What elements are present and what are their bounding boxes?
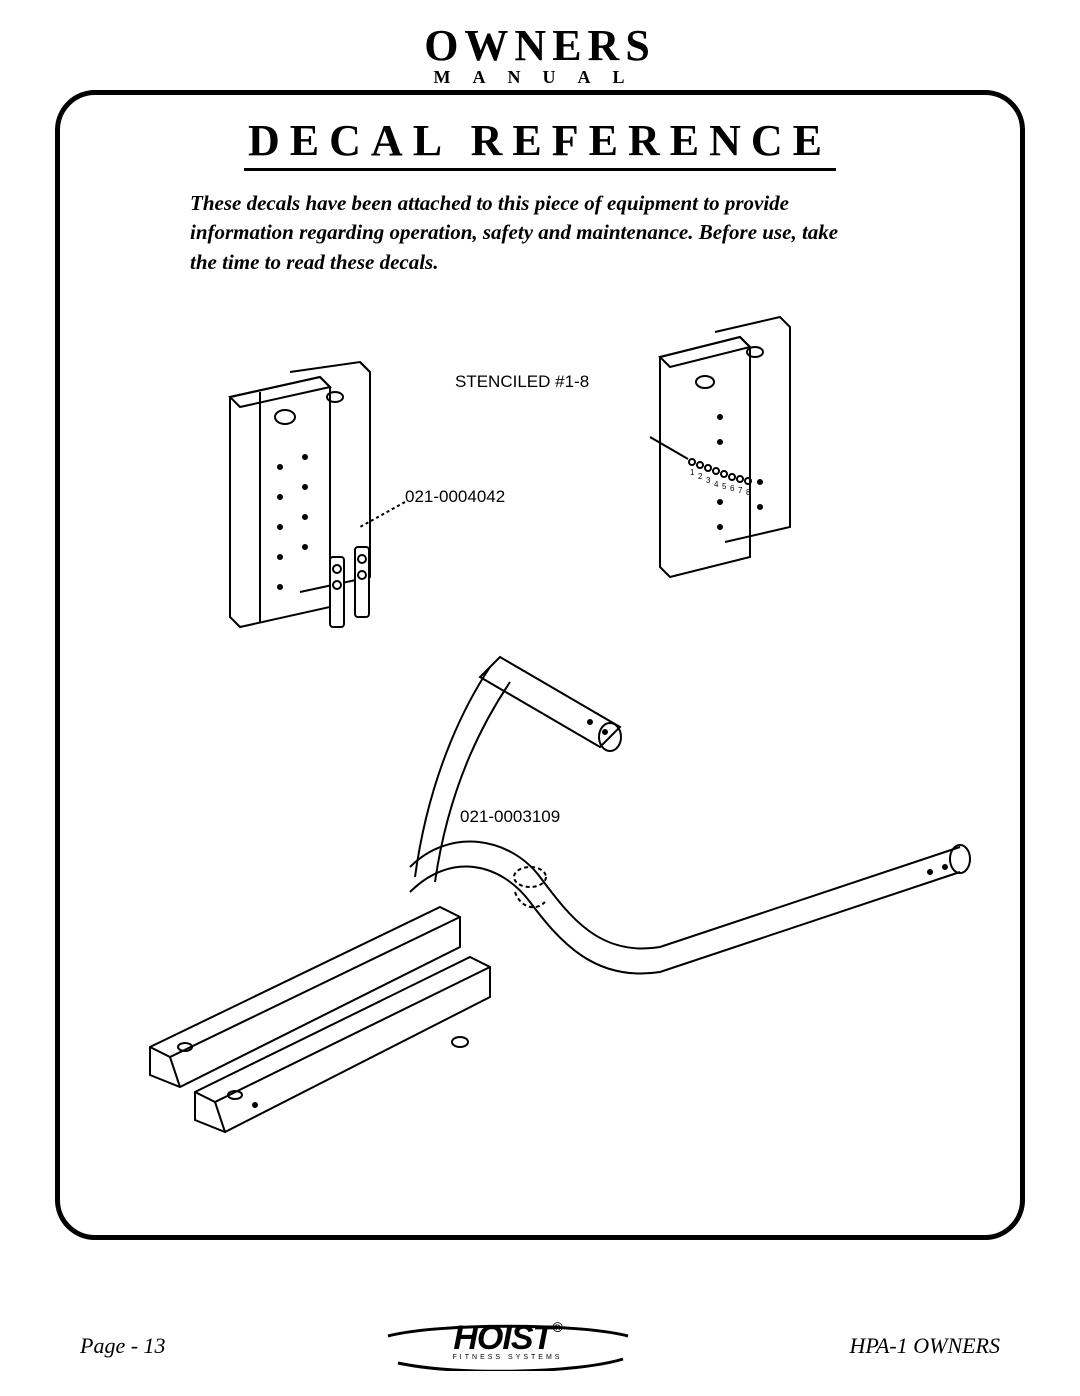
logo-text: HOIST® bbox=[378, 1319, 638, 1358]
intro-text: These decals have been attached to this … bbox=[190, 189, 870, 277]
diagram-area: STENCILED #1-8 021-0004042 021-0003109 bbox=[60, 277, 1020, 1177]
svg-text:2: 2 bbox=[698, 472, 703, 481]
svg-text:1: 1 bbox=[690, 468, 695, 477]
svg-text:3: 3 bbox=[706, 476, 711, 485]
frame-tube-icon bbox=[130, 647, 980, 1147]
label-stenciled: STENCILED #1-8 bbox=[455, 372, 589, 392]
page-number: Page - 13 bbox=[80, 1333, 166, 1359]
svg-text:5: 5 bbox=[722, 482, 727, 491]
svg-text:6: 6 bbox=[730, 484, 735, 493]
logo-brand-text: HOIST bbox=[453, 1319, 552, 1357]
bracket-right-icon: 12 34 56 78 bbox=[620, 307, 820, 587]
section-title-wrap: DECAL REFERENCE bbox=[60, 115, 1020, 171]
content-frame: DECAL REFERENCE These decals have been a… bbox=[55, 90, 1025, 1240]
masthead-subtitle: MANUAL bbox=[0, 67, 1080, 88]
svg-text:4: 4 bbox=[714, 480, 719, 489]
svg-text:7: 7 bbox=[738, 486, 743, 495]
section-title: DECAL REFERENCE bbox=[244, 115, 836, 171]
brand-logo: HOIST® FITNESS SYSTEMS bbox=[378, 1321, 638, 1371]
leader-line-icon bbox=[355, 497, 435, 537]
masthead-title: OWNERS bbox=[0, 20, 1080, 71]
svg-text:8: 8 bbox=[746, 488, 751, 497]
model-label: HPA-1 OWNERS bbox=[849, 1333, 1000, 1359]
masthead: OWNERS MANUAL bbox=[0, 20, 1080, 88]
footer: Page - 13 HOIST® FITNESS SYSTEMS HPA-1 O… bbox=[0, 1321, 1080, 1371]
